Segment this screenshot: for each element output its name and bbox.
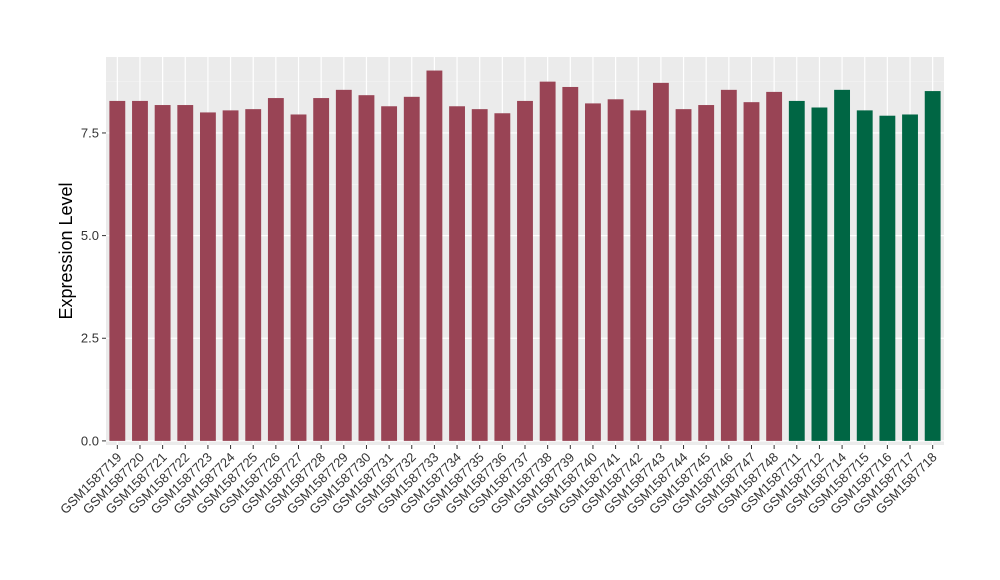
bar-GSM1587716: [879, 115, 896, 441]
bar-GSM1587712: [811, 107, 828, 441]
bar-GSM1587734: [449, 106, 465, 441]
bar-GSM1587726: [267, 98, 284, 441]
bar-GSM1587745: [698, 105, 715, 441]
y-tick-label: 0.0: [81, 433, 99, 448]
bar-GSM1587746: [720, 89, 737, 441]
bar-GSM1587747: [743, 102, 760, 441]
bar-GSM1587718: [924, 91, 941, 441]
bar-GSM1587719: [109, 100, 126, 441]
bar-GSM1587727: [290, 114, 307, 441]
bar-GSM1587733: [426, 70, 443, 441]
bar-GSM1587714: [834, 89, 851, 441]
y-tick-label: 5.0: [81, 228, 99, 243]
bar-GSM1587744: [675, 109, 692, 441]
bar-GSM1587741: [607, 99, 624, 441]
bar-GSM1587736: [494, 113, 511, 441]
bar-GSM1587720: [132, 100, 148, 441]
bar-GSM1587748: [766, 91, 783, 441]
y-axis-title: Expression Level: [56, 182, 76, 319]
bar-GSM1587731: [381, 106, 398, 441]
y-tick-label: 2.5: [81, 331, 99, 346]
bar-GSM1587717: [902, 114, 918, 441]
bar-GSM1587715: [856, 110, 873, 441]
bar-GSM1587721: [154, 105, 171, 441]
bar-GSM1587740: [585, 103, 601, 441]
bars: [109, 70, 941, 441]
bar-GSM1587725: [245, 109, 262, 441]
bar-GSM1587738: [539, 81, 556, 441]
bar-GSM1587723: [199, 112, 216, 441]
bar-GSM1587711: [788, 100, 805, 441]
bar-GSM1587729: [335, 89, 352, 441]
bar-GSM1587724: [222, 110, 239, 441]
bar-GSM1587732: [403, 96, 420, 441]
bar-GSM1587737: [517, 100, 533, 441]
bar-GSM1587743: [652, 82, 669, 441]
y-tick-label: 7.5: [81, 125, 99, 140]
x-axis: GSM1587719GSM1587720GSM1587721GSM1587722…: [57, 445, 940, 517]
bar-GSM1587739: [562, 86, 579, 441]
bar-GSM1587722: [177, 105, 194, 441]
bar-GSM1587742: [630, 110, 647, 441]
bar-GSM1587728: [313, 98, 330, 441]
bar-GSM1587735: [471, 109, 488, 441]
y-axis: 0.0 2.5 5.0 7.5: [81, 125, 106, 448]
bar-GSM1587730: [358, 95, 375, 441]
